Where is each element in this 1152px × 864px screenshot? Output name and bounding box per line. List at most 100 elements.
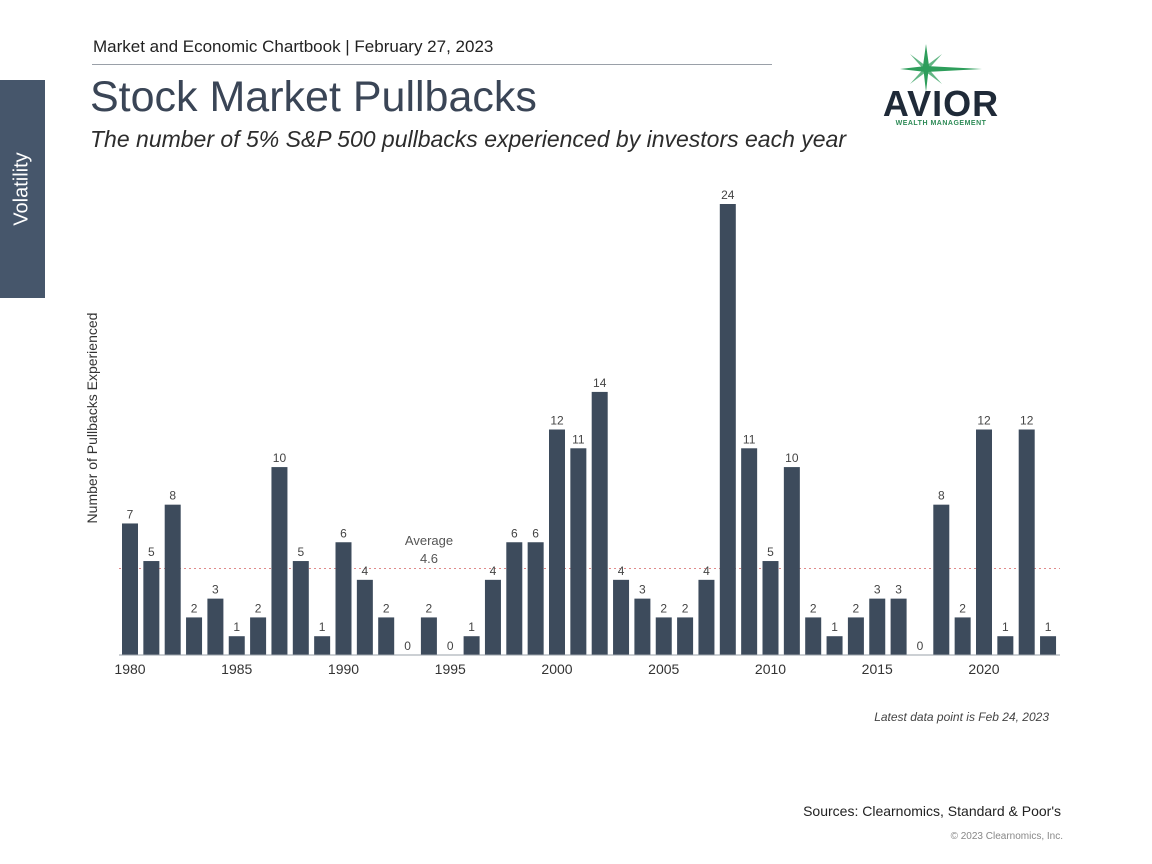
data-label: 0 <box>917 639 924 653</box>
bar <box>933 504 950 655</box>
data-label: 11 <box>743 432 756 446</box>
bar <box>143 561 160 655</box>
x-tick-label: 1985 <box>221 661 252 677</box>
data-label: 1 <box>468 620 475 634</box>
logo-tagline: WEALTH MANAGEMENT <box>895 120 987 127</box>
avior-logo: AVIOR WEALTH MANAGEMENT <box>876 44 1006 128</box>
bar <box>634 598 651 655</box>
data-label: 14 <box>593 376 607 390</box>
data-label: 8 <box>169 489 176 503</box>
data-label: 2 <box>255 601 262 615</box>
side-tab <box>0 80 45 298</box>
data-label: 12 <box>1020 414 1034 428</box>
x-tick-label: 2000 <box>541 661 572 677</box>
data-label: 7 <box>127 507 134 521</box>
data-label: 4 <box>362 564 369 578</box>
bar <box>954 617 971 655</box>
x-tick-label: 1995 <box>435 661 466 677</box>
data-label: 0 <box>447 639 454 653</box>
bar <box>591 391 608 655</box>
bar <box>741 448 758 655</box>
data-label: 3 <box>212 583 219 597</box>
bar <box>420 617 437 655</box>
data-label: 0 <box>404 639 411 653</box>
data-label: 3 <box>639 583 646 597</box>
data-label: 5 <box>148 545 155 559</box>
bar <box>463 636 480 655</box>
bar <box>271 467 288 655</box>
bar <box>655 617 672 655</box>
data-label: 2 <box>426 601 433 615</box>
x-tick-label: 2020 <box>968 661 999 677</box>
data-label: 12 <box>550 414 564 428</box>
bar <box>527 542 544 655</box>
page-title: Stock Market Pullbacks <box>90 73 537 121</box>
data-label: 2 <box>682 601 689 615</box>
bar <box>570 448 587 655</box>
bar <box>228 636 245 655</box>
data-label: 4 <box>490 564 497 578</box>
chartbook-header: Market and Economic Chartbook | February… <box>93 37 494 56</box>
bar <box>1040 636 1057 655</box>
bar <box>1018 429 1035 655</box>
bar <box>292 561 309 655</box>
bar <box>869 598 886 655</box>
data-label: 10 <box>273 451 287 465</box>
x-tick-label: 2010 <box>755 661 786 677</box>
bar <box>677 617 694 655</box>
bar <box>783 467 800 655</box>
bar <box>805 617 822 655</box>
bar <box>506 542 523 655</box>
data-label: 4 <box>703 564 710 578</box>
data-label: 6 <box>511 526 518 540</box>
data-label: 6 <box>340 526 347 540</box>
data-label: 11 <box>572 432 585 446</box>
data-label: 2 <box>810 601 817 615</box>
data-label: 1 <box>319 620 326 634</box>
data-label: 24 <box>721 188 735 202</box>
data-label: 6 <box>532 526 539 540</box>
bar <box>335 542 352 655</box>
data-label: 8 <box>938 489 945 503</box>
bar <box>890 598 907 655</box>
bar <box>356 579 373 655</box>
bar <box>613 579 630 655</box>
sources: Sources: Clearnomics, Standard & Poor's <box>803 803 1061 819</box>
bar <box>122 523 138 655</box>
x-tick-label: 2005 <box>648 661 679 677</box>
data-label: 2 <box>959 601 966 615</box>
data-label: 2 <box>191 601 198 615</box>
data-label: 12 <box>977 414 991 428</box>
data-label: 10 <box>785 451 799 465</box>
bar <box>719 204 736 655</box>
data-label: 5 <box>767 545 774 559</box>
data-label: 1 <box>831 620 838 634</box>
average-value: 4.6 <box>420 551 438 566</box>
data-label: 3 <box>874 583 881 597</box>
bar <box>314 636 331 655</box>
average-label: Average <box>405 533 453 548</box>
bar <box>207 598 224 655</box>
copyright: © 2023 Clearnomics, Inc. <box>950 831 1063 842</box>
bar <box>484 579 501 655</box>
data-label: 2 <box>853 601 860 615</box>
bar <box>997 636 1014 655</box>
data-label: 5 <box>297 545 304 559</box>
x-tick-label: 1990 <box>328 661 359 677</box>
star-icon <box>900 44 982 92</box>
bar <box>847 617 864 655</box>
bar <box>378 617 395 655</box>
bar <box>698 579 715 655</box>
x-tick-label: 1980 <box>114 661 145 677</box>
bar <box>976 429 992 655</box>
bar <box>826 636 843 655</box>
page-subtitle: The number of 5% S&P 500 pullbacks exper… <box>90 126 847 152</box>
bar <box>186 617 203 655</box>
x-tick-label: 2015 <box>862 661 893 677</box>
data-label: 2 <box>660 601 667 615</box>
bar <box>164 504 181 655</box>
logo-wordmark: AVIOR <box>882 83 1000 124</box>
data-label: 1 <box>233 620 240 634</box>
bar <box>549 429 565 655</box>
